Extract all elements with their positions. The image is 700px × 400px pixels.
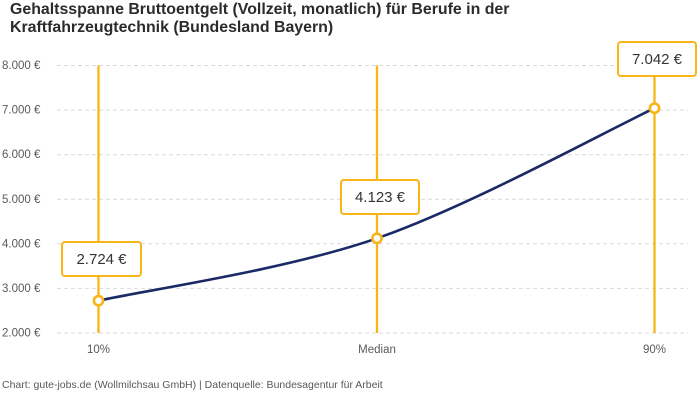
svg-text:Median: Median	[358, 344, 396, 356]
svg-text:2.724 €: 2.724 €	[76, 251, 127, 268]
svg-text:2.000 €: 2.000 €	[2, 328, 41, 340]
svg-text:7.000 €: 7.000 €	[2, 105, 41, 117]
svg-text:4.000 €: 4.000 €	[2, 238, 41, 250]
svg-text:8.000 €: 8.000 €	[2, 60, 41, 72]
svg-text:5.000 €: 5.000 €	[2, 194, 41, 206]
svg-text:7.042 €: 7.042 €	[632, 51, 683, 68]
svg-text:Chart: gute-jobs.de (Wollmilch: Chart: gute-jobs.de (Wollmilchsau GmbH) …	[2, 379, 383, 391]
svg-text:4.123 €: 4.123 €	[355, 189, 406, 206]
svg-text:90%: 90%	[643, 344, 666, 356]
svg-text:3.000 €: 3.000 €	[2, 283, 41, 295]
svg-text:10%: 10%	[87, 344, 110, 356]
svg-text:6.000 €: 6.000 €	[2, 149, 41, 161]
